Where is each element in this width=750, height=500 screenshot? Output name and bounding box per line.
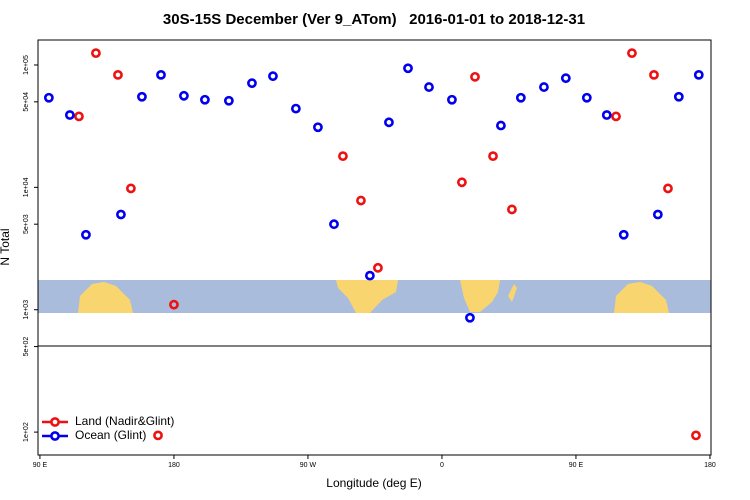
y-tick-label: 5e+02 bbox=[23, 337, 30, 357]
point bbox=[673, 91, 684, 102]
plot-frame bbox=[37, 39, 712, 456]
point bbox=[156, 69, 166, 80]
point bbox=[560, 73, 571, 84]
y-tick-label: 1e+05 bbox=[23, 55, 30, 75]
chart-title: 30S-15S December (Ver 9_ATom) 2016-01-01… bbox=[163, 11, 585, 28]
point bbox=[515, 92, 526, 103]
point bbox=[268, 71, 278, 82]
point bbox=[247, 78, 257, 89]
point bbox=[364, 270, 375, 281]
point bbox=[488, 151, 498, 162]
point bbox=[81, 229, 91, 240]
point bbox=[179, 90, 189, 101]
point bbox=[581, 92, 592, 103]
legend-marker bbox=[50, 431, 60, 441]
point bbox=[338, 151, 348, 162]
point bbox=[403, 63, 413, 74]
legend-marker bbox=[50, 417, 60, 427]
point bbox=[693, 69, 704, 80]
point bbox=[43, 92, 54, 103]
point bbox=[313, 122, 323, 133]
y-tick-label: 5e+03 bbox=[23, 214, 30, 234]
point bbox=[373, 262, 383, 273]
y-tick-label: 1e+03 bbox=[23, 300, 30, 320]
point bbox=[652, 209, 663, 220]
point bbox=[496, 120, 506, 131]
point bbox=[618, 229, 629, 240]
point bbox=[153, 430, 163, 441]
point bbox=[627, 48, 637, 59]
x-tick-label: 180 bbox=[704, 462, 716, 469]
point bbox=[329, 219, 339, 230]
point bbox=[113, 69, 123, 80]
point bbox=[200, 94, 210, 105]
point bbox=[539, 82, 549, 92]
y-axis-label: N Total bbox=[0, 228, 12, 265]
x-tick-label: 90 E bbox=[569, 462, 584, 469]
point bbox=[290, 103, 301, 114]
point bbox=[507, 204, 517, 215]
x-tick-label: 180 bbox=[168, 462, 180, 469]
x-tick-label: 90 E bbox=[33, 462, 48, 469]
point bbox=[64, 110, 75, 120]
map-strip bbox=[38, 280, 711, 313]
legend-label: Ocean (Glint) bbox=[75, 428, 146, 442]
x-tick-label: 90 W bbox=[300, 462, 317, 469]
y-tick-label: 1e+04 bbox=[23, 177, 30, 197]
x-axis-label: Longitude (deg E) bbox=[326, 476, 421, 490]
point bbox=[91, 48, 101, 59]
x-tick-label: 0 bbox=[440, 462, 444, 469]
point bbox=[74, 111, 84, 122]
point bbox=[137, 91, 147, 102]
point bbox=[457, 177, 467, 188]
point bbox=[649, 69, 659, 80]
legend-label: Land (Nadir&Glint) bbox=[75, 414, 174, 428]
point bbox=[447, 94, 457, 105]
y-tick-label: 5e+04 bbox=[23, 92, 30, 112]
point bbox=[424, 82, 434, 92]
point bbox=[223, 95, 234, 106]
point bbox=[611, 111, 621, 122]
point bbox=[356, 195, 366, 206]
point bbox=[126, 183, 136, 194]
y-tick-label: 1e+02 bbox=[23, 422, 30, 442]
point bbox=[169, 299, 179, 310]
point bbox=[465, 312, 475, 323]
point bbox=[691, 430, 701, 441]
point bbox=[384, 117, 394, 128]
point bbox=[601, 110, 612, 120]
point bbox=[116, 209, 126, 220]
point bbox=[470, 71, 480, 82]
point bbox=[663, 183, 673, 194]
